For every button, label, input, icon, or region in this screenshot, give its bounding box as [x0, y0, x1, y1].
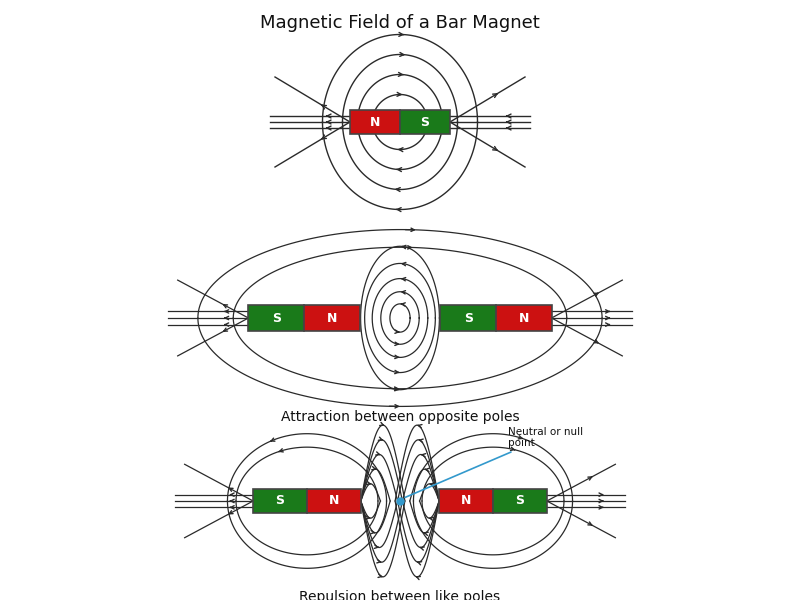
Text: Magnetic Field of a Bar Magnet: Magnetic Field of a Bar Magnet: [260, 14, 540, 32]
Text: N: N: [370, 115, 380, 128]
Text: S: S: [464, 311, 473, 325]
Text: N: N: [329, 494, 339, 508]
Text: Repulsion between like poles: Repulsion between like poles: [299, 590, 501, 600]
Bar: [249, 305, 304, 331]
Bar: [441, 305, 496, 331]
Bar: [439, 489, 493, 513]
Bar: [400, 110, 450, 134]
Text: Attraction between opposite poles: Attraction between opposite poles: [281, 410, 519, 424]
Bar: [307, 489, 361, 513]
Text: N: N: [461, 494, 471, 508]
Text: S: S: [515, 494, 525, 508]
Text: S: S: [272, 311, 281, 325]
Bar: [493, 489, 547, 513]
Bar: [304, 305, 359, 331]
Text: S: S: [275, 494, 285, 508]
Text: S: S: [421, 115, 430, 128]
Text: N: N: [326, 311, 337, 325]
Bar: [350, 110, 400, 134]
Bar: [253, 489, 307, 513]
Text: N: N: [518, 311, 529, 325]
Bar: [496, 305, 551, 331]
Text: Neutral or null
point: Neutral or null point: [405, 427, 583, 497]
